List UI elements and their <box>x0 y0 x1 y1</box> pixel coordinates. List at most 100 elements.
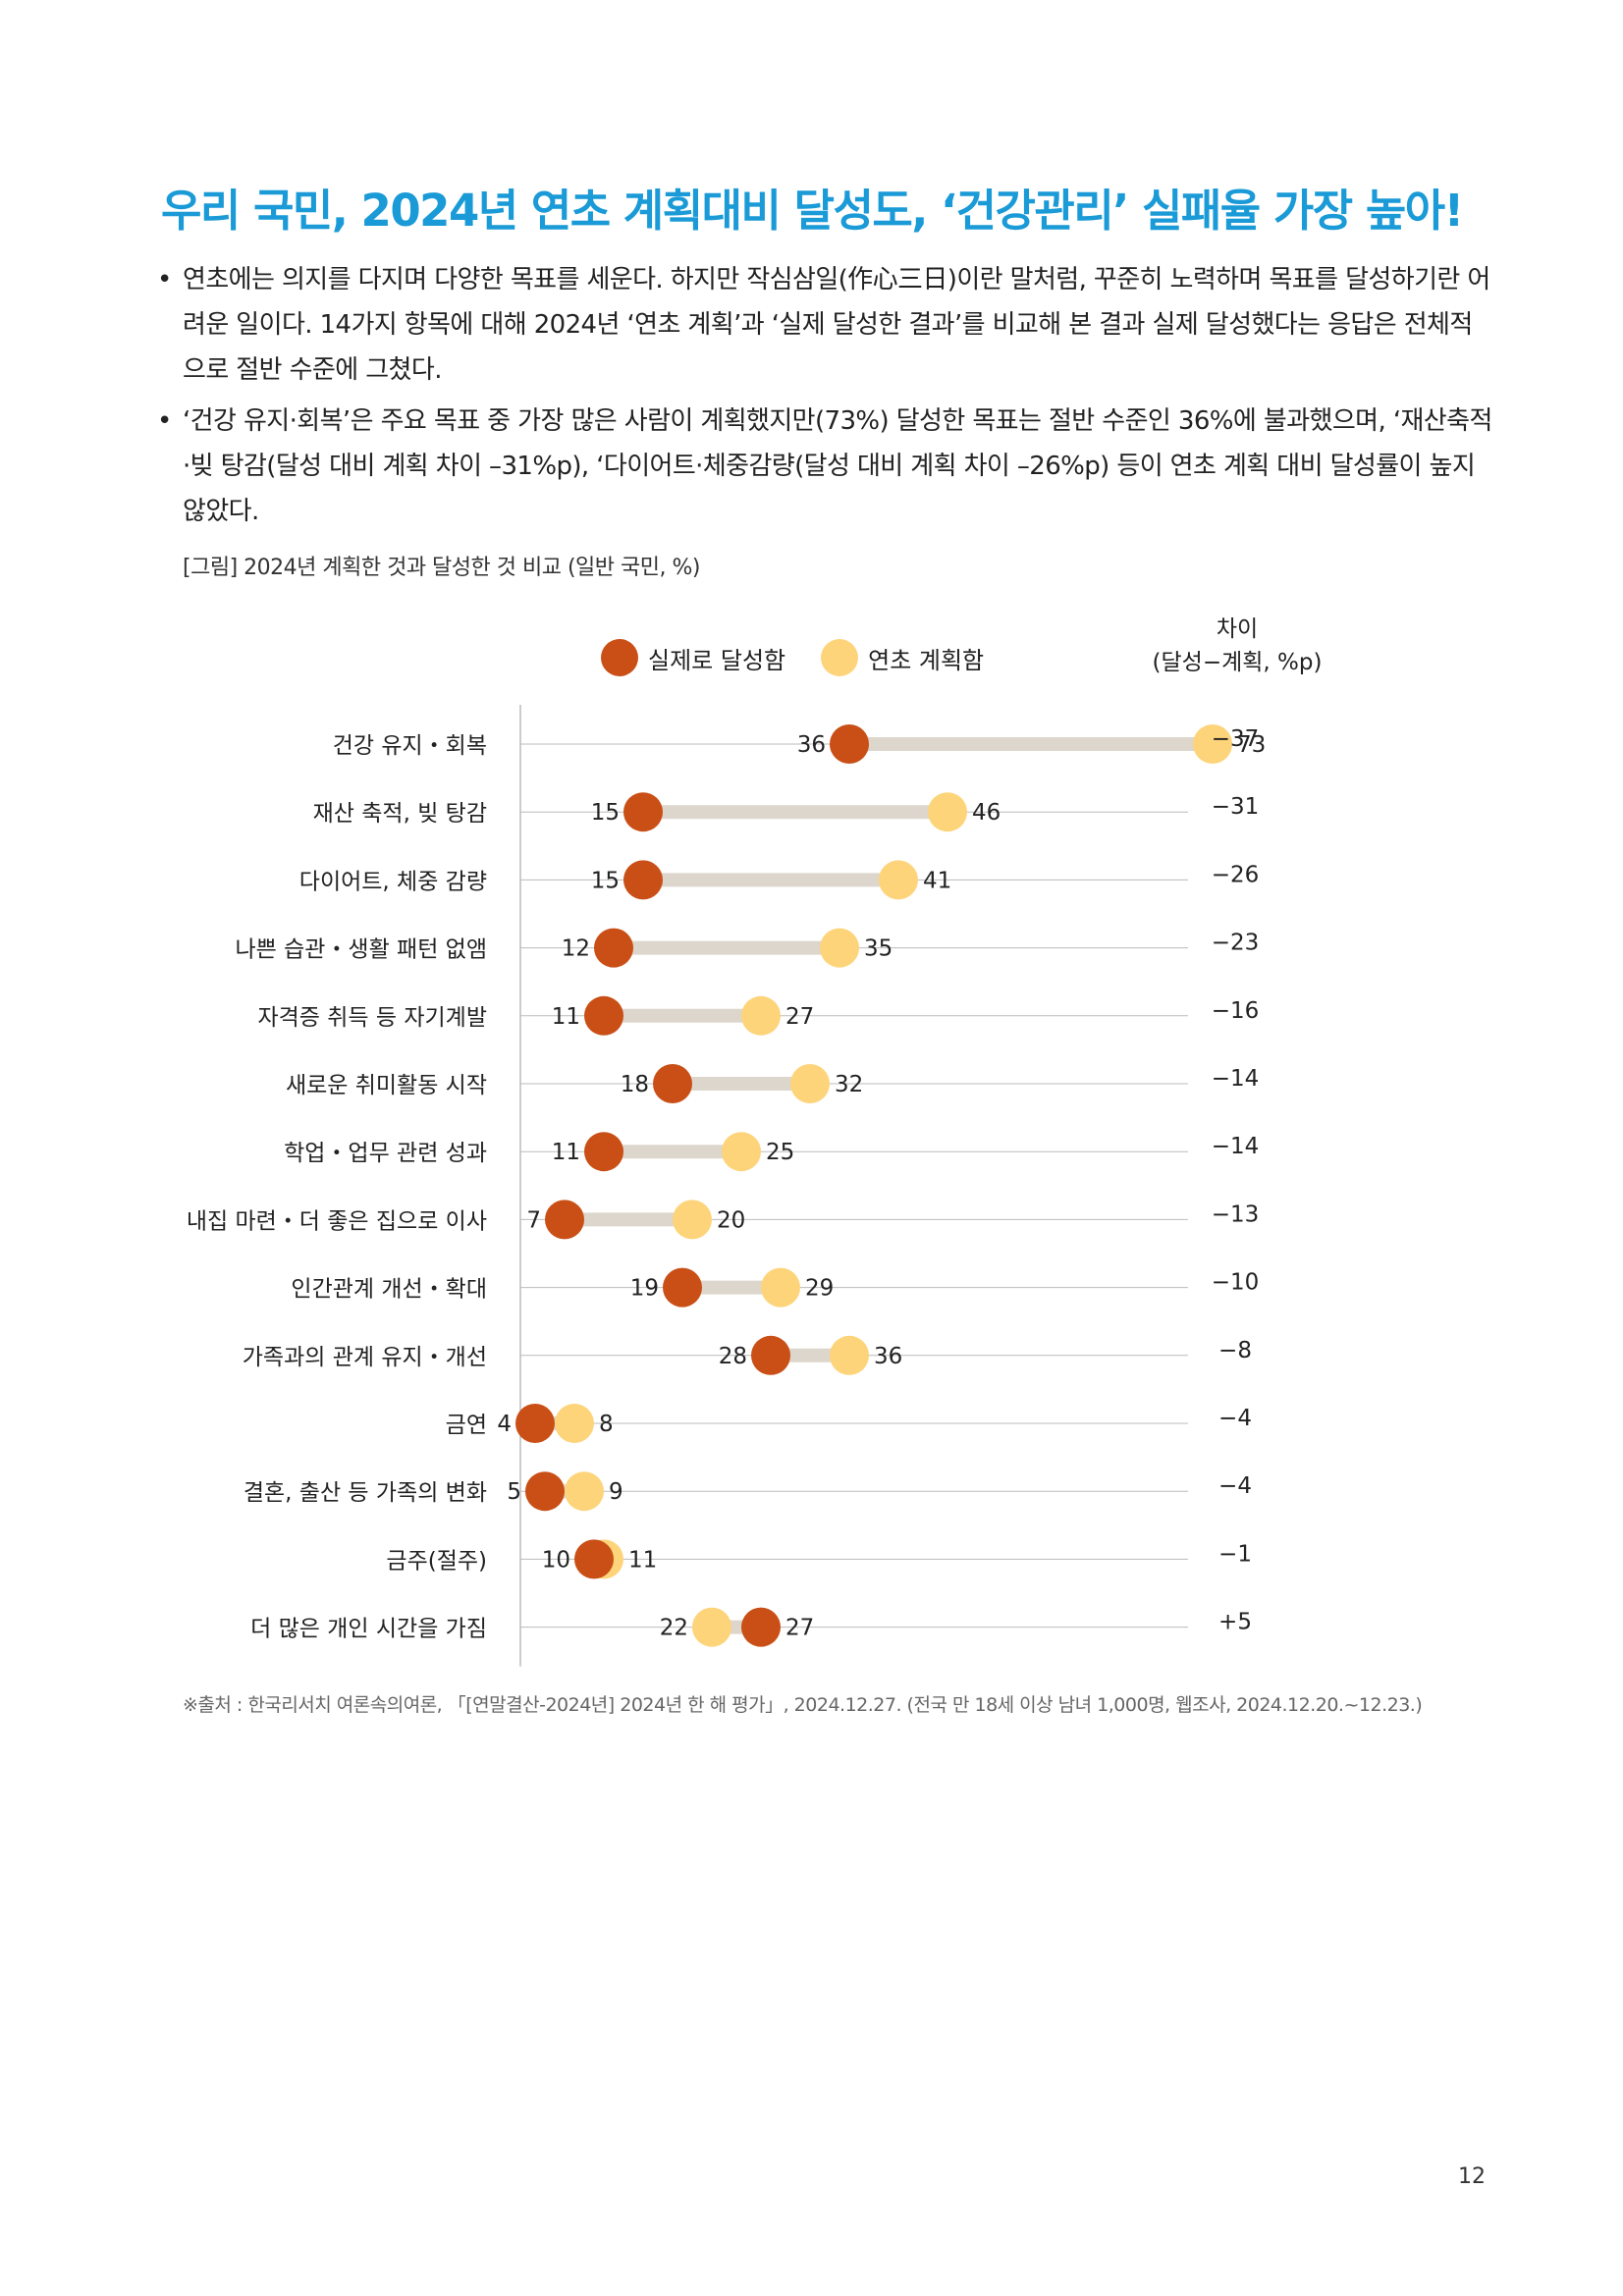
achieved-point <box>830 724 869 764</box>
difference-header-title: 차이 <box>1216 616 1259 642</box>
legend-label-planned: 연초 계획함 <box>868 646 985 674</box>
achieved-point <box>525 1471 565 1512</box>
planned-value-label: 35 <box>864 936 893 962</box>
achieved-value-label: 18 <box>621 1072 649 1097</box>
planned-point <box>565 1471 604 1512</box>
difference-header-unit: (달성−계획, %p) <box>1152 650 1323 675</box>
planned-point <box>820 928 859 968</box>
difference-header: 차이 (달성−계획, %p) <box>1139 613 1335 679</box>
achieved-point <box>751 1335 790 1375</box>
legend-item-achieved: 실제로 달성함 <box>601 639 785 676</box>
planned-value-label: 22 <box>660 1616 688 1641</box>
source-note: ※출처 : 한국리서치 여론속의여론, 「[연말결산-2024년] 2024년 … <box>183 1694 1423 1716</box>
planned-value-label: 32 <box>835 1072 863 1097</box>
achieved-value-label: 7 <box>526 1207 541 1233</box>
legend-swatch-achieved <box>601 639 638 676</box>
page-number: 12 <box>1458 2164 1486 2189</box>
legend-swatch-planned <box>821 639 859 676</box>
planned-value-label: 20 <box>717 1207 745 1233</box>
category-label: 자격증 취득 등 자기계발 <box>257 1005 487 1031</box>
achieved-value-label: 36 <box>797 732 826 758</box>
planned-point <box>692 1607 731 1647</box>
category-label: 재산 축적, 빚 탕감 <box>313 801 487 827</box>
difference-value: +5 <box>1218 1610 1252 1635</box>
planned-value-label: 27 <box>785 1004 814 1030</box>
achieved-point <box>653 1064 692 1103</box>
difference-value: −14 <box>1212 1066 1260 1092</box>
category-label: 가족과의 관계 유지・개선 <box>243 1345 487 1370</box>
category-label: 금연 <box>446 1413 487 1438</box>
category-label: 금주(절주) <box>386 1548 487 1574</box>
achieved-value-label: 19 <box>630 1276 659 1302</box>
difference-value: −10 <box>1212 1270 1260 1296</box>
difference-value: −26 <box>1212 862 1260 887</box>
category-label: 더 많은 개인 시간을 가짐 <box>250 1617 487 1642</box>
bullet-dot: • <box>157 406 172 436</box>
difference-value: −8 <box>1218 1338 1252 1363</box>
difference-value: −14 <box>1212 1134 1260 1159</box>
planned-value-label: 25 <box>766 1140 794 1165</box>
achieved-value-label: 28 <box>719 1344 747 1369</box>
achieved-value-label: 11 <box>552 1004 580 1030</box>
bullet-text: 연초에는 의지를 다지며 다양한 목표를 세운다. 하지만 작심삼일(作心三日)… <box>183 265 1490 385</box>
bullet-dot: • <box>157 265 172 294</box>
achieved-point <box>623 860 663 900</box>
planned-point <box>741 995 781 1036</box>
achieved-value-label: 10 <box>542 1547 570 1573</box>
achieved-value-label: 11 <box>552 1140 580 1165</box>
achieved-point <box>594 928 633 968</box>
achieved-value-label: 5 <box>507 1479 521 1505</box>
achieved-value-label: 12 <box>562 936 590 962</box>
planned-point <box>879 860 918 900</box>
difference-value: −31 <box>1212 794 1260 820</box>
planned-point <box>790 1064 830 1103</box>
category-label: 결혼, 출산 등 가족의 변화 <box>243 1480 487 1506</box>
legend-item-planned: 연초 계획함 <box>821 639 984 676</box>
planned-point <box>673 1200 712 1240</box>
achieved-point <box>584 1132 623 1172</box>
achieved-point <box>663 1267 702 1308</box>
achieved-point <box>741 1607 781 1647</box>
bullet-item: • ‘건강 유지·회복’은 주요 목표 중 가장 많은 사람이 계획했지만(73%… <box>157 399 1492 534</box>
category-label: 다이어트, 체중 감량 <box>299 869 487 894</box>
achieved-value-label: 4 <box>497 1412 512 1437</box>
achieved-point <box>584 995 623 1036</box>
difference-value: −23 <box>1212 931 1260 956</box>
planned-point <box>761 1267 800 1308</box>
achieved-value-label: 15 <box>591 800 620 826</box>
legend-label-achieved: 실제로 달성함 <box>648 646 786 674</box>
difference-value: −13 <box>1212 1201 1260 1227</box>
planned-value-label: 41 <box>923 868 951 893</box>
planned-value-label: 46 <box>972 800 1001 826</box>
planned-value-label: 9 <box>609 1479 623 1505</box>
achieved-point <box>545 1200 584 1240</box>
planned-value-label: 11 <box>628 1547 657 1573</box>
planned-point <box>928 792 967 832</box>
bullet-item: • 연초에는 의지를 다지며 다양한 목표를 세운다. 하지만 작심삼일(作心三日… <box>157 257 1492 393</box>
category-label: 건강 유지・회복 <box>333 733 487 759</box>
category-label: 내집 마련・더 좋은 집으로 이사 <box>187 1208 487 1234</box>
figure-caption: [그림] 2024년 계획한 것과 달성한 것 비교 (일반 국민, %) <box>183 556 700 580</box>
category-label: 인간관계 개선・확대 <box>291 1277 487 1303</box>
planned-value-label: 29 <box>805 1276 834 1302</box>
achieved-point <box>515 1404 555 1443</box>
difference-value: −4 <box>1218 1473 1252 1499</box>
planned-value-label: 36 <box>874 1344 902 1369</box>
category-label: 새로운 취미활동 시작 <box>286 1073 487 1098</box>
bullet-list: • 연초에는 의지를 다지며 다양한 목표를 세운다. 하지만 작심삼일(作心三日… <box>157 257 1492 540</box>
planned-point <box>722 1132 761 1172</box>
difference-value: −37 <box>1212 726 1260 752</box>
bullet-text: ‘건강 유지·회복’은 주요 목표 중 가장 많은 사람이 계획했지만(73%)… <box>183 406 1492 526</box>
page-title: 우리 국민, 2024년 연초 계획대비 달성도, ‘건강관리’ 실패율 가장 … <box>161 185 1464 237</box>
achieved-point <box>574 1539 614 1579</box>
achieved-value-label: 27 <box>785 1616 814 1641</box>
achieved-point <box>623 792 663 832</box>
planned-point <box>830 1335 869 1375</box>
planned-value-label: 73 <box>1237 732 1266 758</box>
planned-point <box>555 1404 594 1443</box>
planned-value-label: 8 <box>599 1412 614 1437</box>
difference-value: −1 <box>1218 1541 1252 1567</box>
planned-point <box>1193 724 1232 764</box>
chart-legend: 실제로 달성함 연초 계획함 <box>601 636 1019 679</box>
